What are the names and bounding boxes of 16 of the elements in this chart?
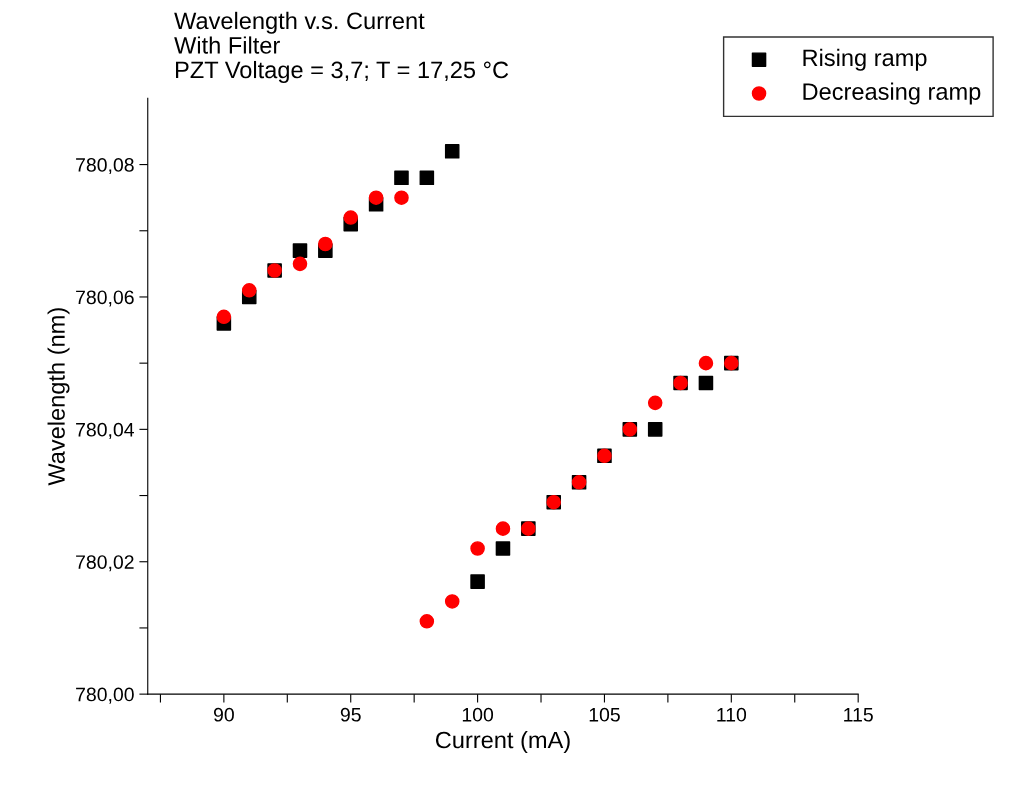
y-tick-label: 780,04	[76, 422, 134, 439]
y-axis-title: Wavelength (nm)	[47, 308, 70, 486]
x-tick-label: 110	[717, 707, 747, 722]
y-tick-label: 780,02	[76, 555, 134, 572]
y-tick-label: 780,06	[76, 290, 134, 307]
x-tick-label: 95	[340, 707, 361, 722]
legend-label: Rising ramp	[803, 48, 927, 71]
x-tick-label: 90	[213, 707, 234, 722]
x-tick-label: 100	[462, 707, 494, 722]
y-tick-label: 780,08	[76, 158, 134, 175]
x-tick-label: 115	[844, 708, 873, 722]
y-tick-label: 780,00	[76, 687, 134, 704]
x-axis-title: Current (mA)	[435, 731, 570, 754]
legend-label: Decreasing ramp	[803, 82, 981, 105]
chart-title: Wavelength v.s. Current With Filter PZT Voltage = 3,7; T = 17,25 °C	[174, 11, 509, 83]
x-tick-label: 105	[589, 707, 620, 722]
